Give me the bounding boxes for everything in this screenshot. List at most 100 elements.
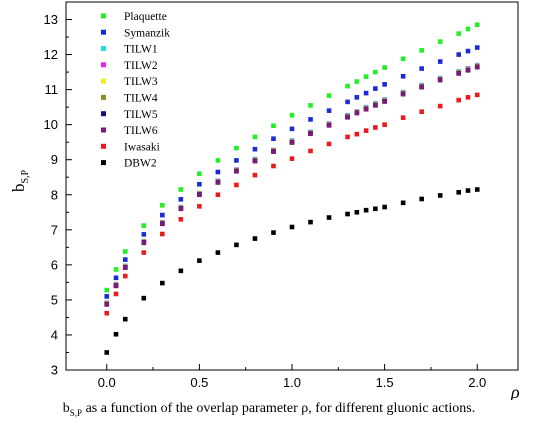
data-point [382, 99, 387, 104]
data-point [373, 206, 378, 212]
x-tick-label: 2.0 [468, 375, 486, 390]
data-point [197, 171, 202, 177]
data-point [345, 83, 350, 89]
data-point [271, 230, 276, 235]
data-point [160, 231, 165, 237]
data-point [289, 112, 295, 118]
y-tick-label: 3 [51, 363, 58, 378]
data-point [474, 187, 480, 192]
data-point [252, 158, 258, 164]
legend-swatch [101, 127, 106, 133]
data-point [465, 95, 471, 100]
data-point [363, 128, 369, 133]
data-markers [104, 22, 480, 355]
data-point [437, 193, 443, 198]
data-point [419, 48, 424, 53]
data-point [373, 103, 378, 108]
data-point [113, 275, 119, 281]
data-point [474, 64, 480, 70]
data-point [160, 202, 165, 208]
x-tick-labels: 0.0 0.5 1.0 1.5 2.0 [98, 375, 487, 390]
data-point [252, 146, 258, 152]
data-point [419, 109, 424, 114]
y-tick-label: 11 [45, 82, 59, 97]
data-point [326, 108, 332, 113]
legend-label: Symanzik [124, 27, 170, 39]
legend-swatch [101, 160, 106, 166]
data-point [354, 209, 360, 215]
data-point [234, 242, 239, 248]
data-point [197, 204, 202, 209]
data-point [326, 215, 332, 220]
data-point [382, 122, 387, 127]
data-point [215, 192, 221, 198]
data-point [122, 257, 128, 262]
data-point [160, 221, 165, 227]
data-point [141, 250, 147, 255]
data-point [363, 207, 369, 213]
data-point [465, 68, 471, 73]
data-point [104, 302, 110, 307]
data-point [141, 232, 147, 237]
data-point [419, 84, 424, 90]
data-point [113, 331, 119, 337]
data-point [215, 169, 221, 175]
data-point [456, 97, 462, 103]
legend-swatch [101, 78, 106, 84]
data-point [234, 182, 239, 188]
data-point [252, 134, 258, 140]
data-point [382, 65, 387, 70]
legend-label: TILW2 [124, 60, 158, 72]
data-point [400, 56, 406, 62]
caption-symbol: b [62, 401, 70, 416]
legend-label: Plaquette [124, 11, 167, 23]
data-point [289, 224, 295, 230]
data-point [363, 90, 369, 96]
data-point [197, 192, 202, 198]
x-tick-label: 1.5 [376, 375, 394, 390]
data-point [382, 204, 387, 210]
data-point [252, 172, 258, 178]
data-point [437, 39, 443, 44]
data-point [326, 141, 332, 147]
data-point [437, 103, 443, 109]
data-point [354, 95, 360, 100]
data-point [400, 200, 406, 206]
x-axis-title: ρ [510, 382, 520, 400]
data-point [345, 211, 350, 217]
data-point [141, 295, 147, 301]
data-point [271, 136, 276, 141]
y-axis-title-sub: S,P [20, 169, 31, 183]
data-point [160, 280, 165, 286]
legend-swatch [101, 62, 106, 68]
data-point [289, 126, 295, 132]
data-point [456, 190, 462, 195]
y-tick-label: 7 [51, 222, 58, 237]
data-point [308, 117, 313, 122]
data-point [122, 249, 128, 254]
data-point [400, 91, 406, 97]
legend-label: TILW3 [124, 76, 158, 88]
x-tick-label: 0.0 [98, 375, 116, 390]
data-point [197, 258, 202, 263]
data-point [382, 82, 387, 87]
plot-frame [65, 1, 519, 371]
data-point [271, 149, 276, 154]
data-point [178, 217, 184, 222]
data-point [308, 219, 313, 225]
legend-swatch [101, 94, 106, 100]
series-iwasaki [104, 92, 480, 316]
data-point [400, 74, 406, 79]
data-point [474, 45, 480, 50]
legend-swatch [101, 143, 106, 149]
data-point [104, 310, 110, 316]
legend-label: DBW2 [124, 158, 157, 170]
data-point [456, 71, 462, 76]
data-point [178, 187, 184, 192]
data-point [456, 31, 462, 36]
series-dbw2 [104, 187, 480, 355]
data-point [122, 265, 128, 270]
y-axis-title-main: b [9, 184, 28, 193]
legend-swatch [101, 29, 106, 35]
data-point [363, 106, 369, 112]
